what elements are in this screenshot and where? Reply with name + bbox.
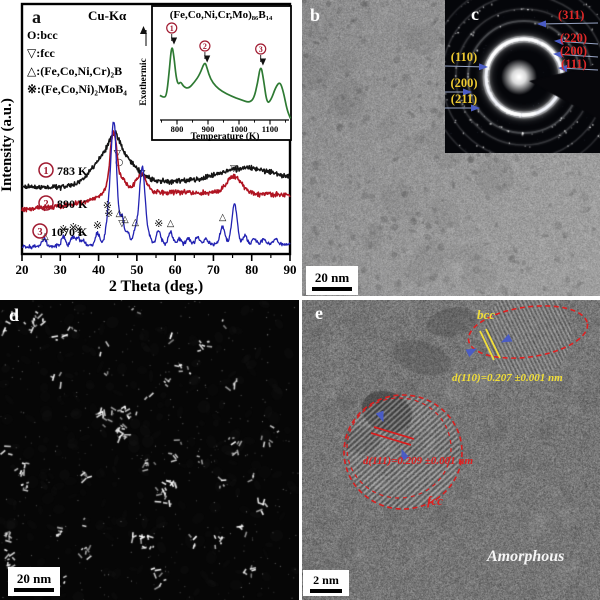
svg-text:Intensity (a.u.): Intensity (a.u.) (0, 98, 15, 192)
svg-text:2: 2 (43, 199, 48, 210)
svg-text:3: 3 (259, 45, 263, 54)
svg-text:△: △ (219, 212, 227, 223)
svg-text:80: 80 (245, 262, 258, 277)
saed-pattern-image (445, 0, 600, 153)
svg-text:△: △ (167, 218, 175, 229)
svg-text:1100: 1100 (262, 124, 279, 134)
scale-bar-d-line (14, 588, 54, 592)
svg-text:※: ※ (69, 221, 78, 234)
svg-text:※:(Fe,Co,Ni)₂MoB₄: ※:(Fe,Co,Ni)₂MoB₄ (27, 82, 127, 96)
scale-bar-b-label: 20 nm (314, 270, 350, 285)
svg-text:(Fe,Co,Ni,Cr,Mo)₈₆B₁₄: (Fe,Co,Ni,Cr,Mo)₈₆B₁₄ (170, 9, 273, 21)
scale-bar-d: 20 nm (8, 567, 60, 596)
svg-text:▽: ▽ (230, 163, 238, 174)
svg-text:1070 K: 1070 K (51, 225, 88, 239)
scale-bar-b: 20 nm (306, 266, 358, 295)
svg-text:2 Theta (deg.): 2 Theta (deg.) (109, 278, 203, 295)
svg-text:40: 40 (92, 262, 105, 277)
svg-text:70: 70 (207, 262, 220, 277)
svg-text:1000: 1000 (231, 124, 248, 134)
svg-text:△: △ (116, 208, 124, 219)
scale-bar-e-label: 2 nm (313, 573, 339, 587)
hrtem-image (302, 300, 600, 600)
svg-text:900: 900 (202, 124, 215, 134)
svg-text:800: 800 (171, 124, 184, 134)
svg-text:※: ※ (59, 223, 68, 236)
svg-text:※: ※ (154, 217, 163, 230)
svg-text:3: 3 (37, 227, 42, 238)
svg-text:▽: ▽ (138, 168, 146, 179)
svg-text:※: ※ (103, 199, 112, 212)
svg-text:△:(Fe,Co,Ni,Cr)₂B: △:(Fe,Co,Ni,Cr)₂B (27, 64, 122, 78)
xrd-chart: 20 30 40 50 60 70 80 90 2 Theta (deg.) Intensity … (0, 2, 297, 295)
svg-text:50: 50 (130, 262, 143, 277)
svg-text:1: 1 (43, 166, 48, 177)
svg-text:90: 90 (284, 262, 297, 277)
svg-text:Cu-Kα: Cu-Kα (88, 8, 127, 23)
svg-text:20: 20 (16, 262, 29, 277)
svg-text:783 K: 783 K (57, 164, 88, 178)
svg-text:※: ※ (104, 207, 113, 220)
svg-text:Exothermic: Exothermic (139, 58, 149, 106)
svg-text:▽:fcc: ▽:fcc (27, 46, 56, 60)
svg-text:○: ○ (115, 157, 123, 168)
scale-bar-b-line (312, 287, 352, 291)
svg-text:30: 30 (54, 262, 67, 277)
svg-text:※: ※ (74, 223, 83, 236)
svg-text:△: △ (132, 217, 140, 228)
svg-text:60: 60 (169, 262, 182, 277)
svg-text:※: ※ (93, 219, 102, 232)
scale-bar-d-label: 20 nm (16, 571, 52, 586)
svg-text:O:bcc: O:bcc (27, 28, 58, 42)
scale-bar-e: 2 nm (303, 570, 349, 596)
tem-dark-field-image (0, 300, 299, 600)
scale-bar-e-line (310, 589, 342, 593)
svg-text:2: 2 (203, 42, 207, 51)
svg-text:△: △ (121, 214, 129, 225)
svg-text:Temperature (K): Temperature (K) (191, 131, 260, 142)
svg-text:890 K: 890 K (57, 197, 88, 211)
svg-text:▽: ▽ (118, 218, 126, 229)
svg-text:△: △ (78, 226, 86, 237)
svg-text:1: 1 (170, 24, 174, 33)
